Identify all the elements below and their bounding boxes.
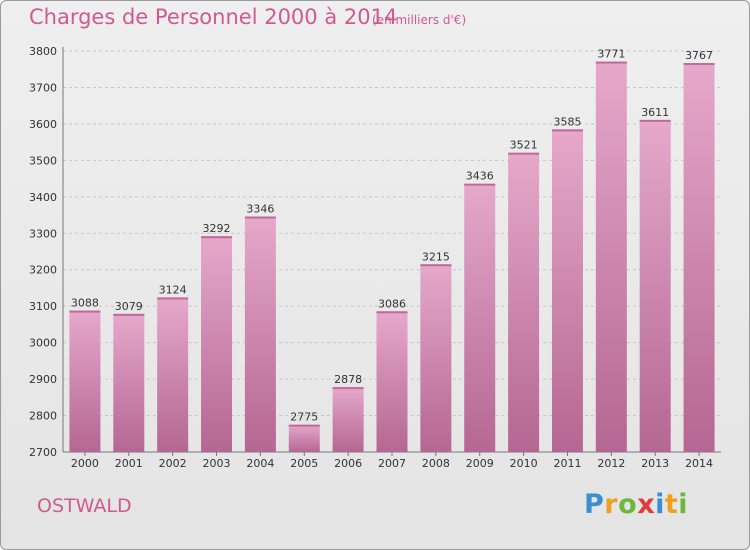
bar: [244, 216, 276, 452]
bar: [288, 424, 320, 452]
logo-letter: t: [664, 489, 679, 520]
bar-top-edge: [69, 310, 101, 313]
x-tick-label: 2013: [641, 457, 669, 470]
x-tick-label: 2007: [378, 457, 406, 470]
bar: [201, 236, 233, 452]
y-tick-label: 2700: [29, 446, 57, 459]
x-tick-label: 2014: [685, 457, 713, 470]
x-tick-label: 2003: [203, 457, 231, 470]
y-tick-label: 3600: [29, 118, 57, 131]
x-tick-label: 2012: [597, 457, 625, 470]
data-label: 3767: [685, 49, 713, 62]
city-name: OSTWALD: [37, 495, 132, 517]
bar: [508, 152, 540, 452]
logo-letter: i: [678, 489, 689, 520]
bar: [551, 129, 583, 453]
bar: [639, 119, 671, 452]
bar-top-edge: [288, 424, 320, 427]
bar-top-edge: [113, 313, 145, 316]
bar: [420, 264, 452, 452]
data-label: 3521: [510, 139, 538, 152]
chart-title: Charges de Personnel 2000 à 2014: [29, 5, 398, 29]
data-label: 3086: [378, 297, 406, 310]
y-tick-label: 3500: [29, 154, 57, 167]
y-tick-label: 3000: [29, 337, 57, 350]
x-tick-label: 2001: [115, 457, 143, 470]
bar: [332, 387, 364, 452]
y-tick-label: 2900: [29, 373, 57, 386]
logo-letter: r: [604, 489, 619, 520]
x-tick-label: 2006: [334, 457, 362, 470]
data-label: 2775: [290, 411, 318, 424]
data-label: 3771: [597, 48, 625, 61]
logo-letter: i: [655, 489, 665, 520]
bar-top-edge: [595, 61, 627, 64]
x-tick-label: 2002: [159, 457, 187, 470]
x-tick-label: 2009: [466, 457, 494, 470]
y-tick-label: 2800: [29, 410, 57, 423]
bar-top-edge: [639, 119, 671, 122]
x-tick-label: 2010: [510, 457, 538, 470]
y-tick-label: 3100: [29, 300, 57, 313]
x-tick-label: 2000: [71, 457, 99, 470]
data-label: 3292: [203, 222, 231, 235]
bar: [376, 311, 408, 452]
bar-top-edge: [332, 387, 364, 390]
y-tick-label: 3400: [29, 191, 57, 204]
data-labels: 3088 3079 3124 3292 3346 2775 2878 3086 3215 3436…: [71, 48, 713, 424]
x-tick-label: 2004: [246, 457, 274, 470]
y-tick-label: 3700: [29, 81, 57, 94]
bar: [157, 297, 189, 452]
bar: [683, 63, 715, 452]
logo-letter: x: [637, 489, 656, 520]
bar-top-edge: [244, 216, 276, 219]
data-label: 3088: [71, 297, 99, 310]
y-tick-label: 3300: [29, 227, 57, 240]
axes: 2700 2800 2900 3000 3100 3200 3300 3400 3500 3600…: [29, 45, 721, 470]
data-label: 3611: [641, 106, 669, 119]
logo-letter: P: [584, 489, 605, 520]
bar-top-edge: [157, 297, 189, 300]
y-tick-label: 3200: [29, 264, 57, 277]
data-label: 3079: [115, 300, 143, 313]
data-label: 3124: [159, 283, 187, 296]
bars: [69, 61, 715, 453]
bar-top-edge: [464, 183, 496, 186]
proxiti-logo[interactable]: Proxiti: [584, 489, 688, 520]
bar: [464, 183, 496, 452]
x-tick-label: 2005: [290, 457, 318, 470]
bar-top-edge: [420, 264, 452, 267]
y-tick-label: 3800: [29, 45, 57, 58]
data-label: 3346: [246, 203, 274, 216]
bar: [69, 310, 101, 452]
bar-top-edge: [683, 63, 715, 66]
x-tick-label: 2008: [422, 457, 450, 470]
data-label: 3436: [466, 170, 494, 183]
logo-letter: o: [618, 489, 638, 520]
chart-subtitle: (en milliers d'€): [372, 13, 467, 27]
bar-top-edge: [201, 236, 233, 239]
data-label: 3215: [422, 250, 450, 263]
data-label: 2878: [334, 373, 362, 386]
x-tick-label: 2011: [553, 457, 581, 470]
bar-top-edge: [508, 152, 540, 155]
bar: [113, 313, 145, 452]
bar: [595, 61, 627, 453]
bar-top-edge: [376, 311, 408, 314]
data-label: 3585: [553, 115, 581, 128]
bar-top-edge: [551, 129, 583, 132]
